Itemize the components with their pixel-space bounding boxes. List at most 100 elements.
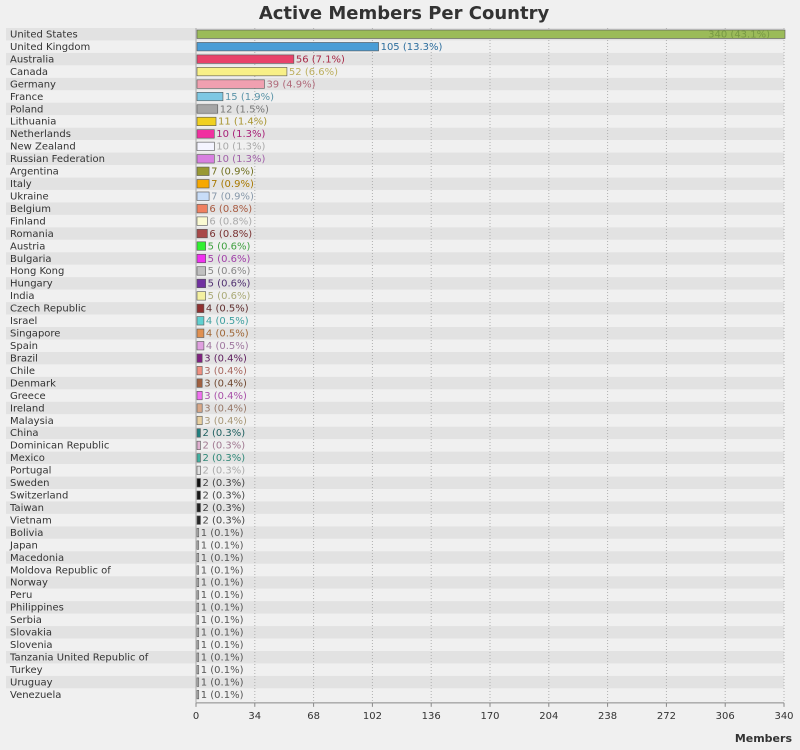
row-stripe bbox=[6, 501, 784, 514]
row-stripe bbox=[6, 77, 784, 91]
row-stripes bbox=[6, 28, 784, 701]
x-tick-label: 170 bbox=[480, 711, 499, 722]
category-label: Serbia bbox=[10, 615, 42, 626]
value-label: 5 (0.6%) bbox=[208, 279, 251, 290]
row-stripe bbox=[6, 351, 784, 365]
category-label: Slovakia bbox=[10, 628, 52, 639]
value-label: 1 (0.1%) bbox=[201, 553, 244, 564]
category-label: Finland bbox=[10, 216, 46, 227]
row-stripe bbox=[6, 90, 784, 103]
value-label: 1 (0.1%) bbox=[201, 628, 244, 639]
category-label: Chile bbox=[10, 366, 35, 377]
category-label: Venezuela bbox=[10, 690, 61, 701]
bar bbox=[196, 465, 201, 475]
bar bbox=[196, 528, 200, 538]
row-stripe bbox=[6, 675, 784, 689]
row-stripe bbox=[6, 302, 784, 315]
category-label: Poland bbox=[10, 104, 43, 115]
bar bbox=[196, 540, 200, 550]
row-stripe bbox=[6, 451, 784, 465]
x-tick-label: 136 bbox=[422, 711, 441, 722]
row-stripe bbox=[6, 688, 784, 701]
category-label: Peru bbox=[10, 590, 32, 601]
bars-group bbox=[196, 29, 786, 700]
category-label: United States bbox=[10, 30, 78, 41]
bar bbox=[196, 291, 206, 301]
value-label: 5 (0.6%) bbox=[208, 254, 251, 265]
x-tick-label: 34 bbox=[248, 711, 261, 722]
value-label: 1 (0.1%) bbox=[201, 615, 244, 626]
bar bbox=[196, 278, 206, 288]
value-label: 1 (0.1%) bbox=[201, 590, 244, 601]
value-label: 5 (0.6%) bbox=[208, 291, 251, 302]
value-label: 6 (0.8%) bbox=[209, 216, 252, 227]
value-label: 6 (0.8%) bbox=[209, 204, 252, 215]
value-label: 2 (0.3%) bbox=[202, 478, 245, 489]
row-stripe bbox=[6, 327, 784, 340]
value-label: 6 (0.8%) bbox=[209, 229, 252, 240]
category-label: Vietnam bbox=[10, 515, 52, 526]
bar bbox=[196, 341, 205, 351]
category-label: Israel bbox=[10, 316, 37, 327]
x-tick-label: 272 bbox=[657, 711, 676, 722]
bar bbox=[196, 690, 200, 700]
category-label: Bolivia bbox=[10, 528, 43, 539]
x-axis: 0 34 68 102 136 170 204 238 272 306 340 bbox=[193, 28, 794, 722]
category-label: Lithuania bbox=[10, 117, 56, 128]
category-label: Ukraine bbox=[10, 191, 49, 202]
row-stripe bbox=[6, 401, 784, 415]
value-label: 1 (0.1%) bbox=[201, 528, 244, 539]
bar bbox=[196, 29, 786, 39]
bar bbox=[196, 590, 200, 600]
value-label: 56 (7.1%) bbox=[296, 54, 345, 65]
bar bbox=[196, 602, 200, 612]
category-label: Switzerland bbox=[10, 491, 68, 502]
value-label: 1 (0.1%) bbox=[201, 578, 244, 589]
bar bbox=[196, 216, 208, 226]
row-stripe bbox=[6, 601, 784, 614]
x-tick-label: 340 bbox=[774, 711, 793, 722]
row-stripe bbox=[6, 115, 784, 128]
value-label: 1 (0.1%) bbox=[201, 640, 244, 651]
bar bbox=[196, 478, 201, 488]
bar bbox=[196, 652, 200, 662]
bar bbox=[196, 503, 201, 513]
value-label: 10 (1.3%) bbox=[216, 129, 265, 140]
bar bbox=[196, 191, 210, 201]
row-stripe bbox=[6, 551, 784, 564]
category-label: Portugal bbox=[10, 466, 51, 477]
row-stripe bbox=[6, 538, 784, 552]
row-stripe bbox=[6, 264, 784, 278]
value-label: 39 (4.9%) bbox=[266, 79, 315, 90]
bar bbox=[196, 415, 203, 426]
row-stripe bbox=[6, 314, 784, 328]
bar bbox=[196, 665, 200, 675]
bar bbox=[196, 303, 205, 313]
row-stripe bbox=[6, 140, 784, 153]
value-label: 1 (0.1%) bbox=[201, 665, 244, 676]
category-label: Netherlands bbox=[10, 129, 71, 140]
bar bbox=[196, 677, 200, 687]
category-label: Italy bbox=[10, 179, 32, 190]
category-label: China bbox=[10, 428, 39, 439]
bar bbox=[196, 204, 208, 214]
value-label: 10 (1.3%) bbox=[216, 154, 265, 165]
value-label: 3 (0.4%) bbox=[204, 366, 247, 377]
bar bbox=[196, 565, 200, 575]
x-tick-label: 102 bbox=[363, 711, 382, 722]
row-stripe bbox=[6, 489, 784, 502]
value-label: 3 (0.4%) bbox=[204, 403, 247, 414]
category-label: India bbox=[10, 291, 35, 302]
bar bbox=[196, 627, 200, 637]
bar bbox=[196, 54, 295, 64]
bar bbox=[196, 553, 200, 563]
bar bbox=[196, 92, 224, 102]
row-stripe bbox=[6, 52, 784, 66]
row-stripe bbox=[6, 127, 784, 141]
category-label: Uruguay bbox=[10, 677, 53, 688]
bar bbox=[196, 141, 215, 151]
bar bbox=[196, 104, 219, 114]
value-label: 2 (0.3%) bbox=[202, 515, 245, 526]
value-label: 4 (0.5%) bbox=[206, 329, 249, 340]
category-label: Dominican Republic bbox=[10, 441, 109, 452]
